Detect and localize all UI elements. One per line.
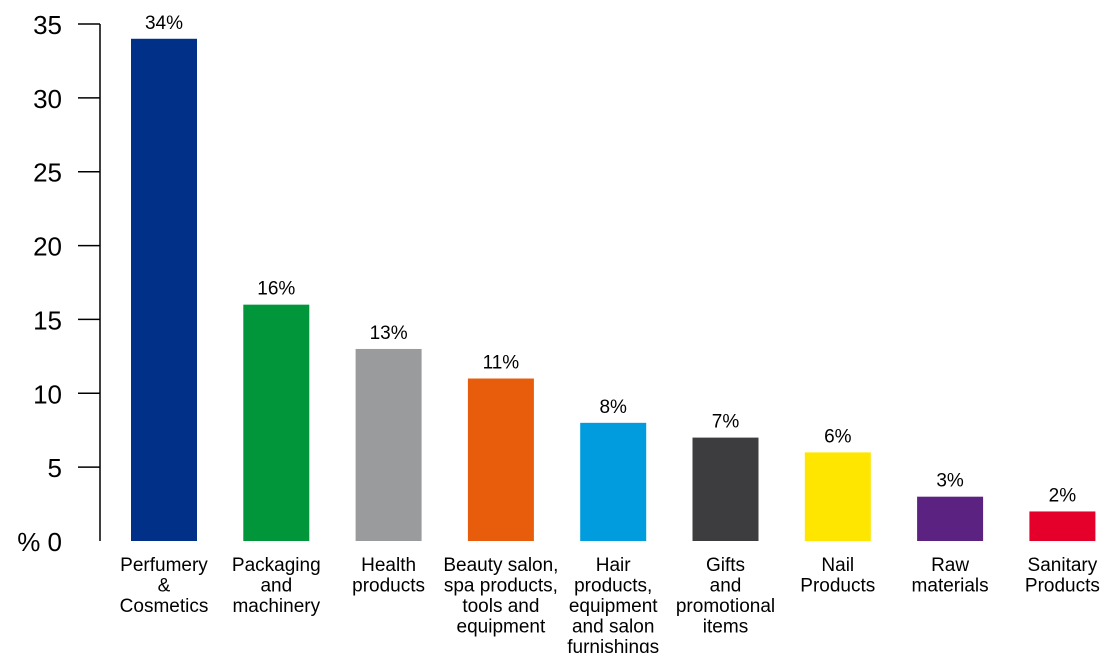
bar (917, 496, 984, 541)
bar-value-label: 13% (370, 323, 408, 344)
bar-value-label: 2% (1049, 485, 1077, 506)
bar-value-label: 8% (599, 397, 627, 418)
category-label: Raw materials (912, 555, 989, 597)
y-tick-label: 5 (48, 453, 62, 483)
bar (804, 452, 871, 541)
category-label: Hair products, equipment and salon furnishin… (567, 555, 659, 653)
y-tick-label: % 0 (17, 527, 62, 557)
bar-value-label: 16% (257, 279, 295, 300)
bar-value-label: 3% (936, 471, 964, 492)
bar-value-label: 7% (712, 412, 740, 433)
bar (467, 378, 534, 541)
category-label: Perfumery & Cosmetics (120, 555, 209, 617)
bar-value-label: 34% (145, 13, 183, 34)
y-tick-label: 20 (33, 232, 62, 262)
data-labels-group: 34% 16% 13% 11% 8% 7% 6% 3% 2% (145, 13, 1076, 507)
bars-group (131, 38, 1096, 542)
bar (580, 422, 647, 541)
y-tick-label: 10 (33, 379, 62, 409)
y-tick-label: 25 (33, 158, 62, 188)
category-label: Nail Products (800, 555, 875, 597)
bar (131, 38, 197, 542)
category-label: Sanitary Products (1025, 555, 1100, 597)
bar-value-label: 11% (483, 353, 520, 374)
y-tick-label: 15 (33, 305, 62, 335)
category-label: Packaging and machinery (232, 555, 321, 617)
category-label: Health products (352, 555, 425, 597)
bar (692, 437, 759, 541)
bar-value-label: 6% (824, 426, 852, 447)
bar (355, 348, 422, 541)
y-axis-ticks: % 0 5 10 15 20 25 30 35 (17, 10, 100, 557)
category-labels-group: Perfumery & Cosmetics Packaging and machinery… (120, 555, 1100, 653)
y-tick-label: 35 (33, 10, 62, 40)
y-tick-label: 30 (33, 84, 62, 114)
category-label: Gifts and promotional items (676, 555, 775, 638)
bar (1029, 511, 1096, 541)
bar (243, 304, 310, 541)
category-label: Beauty salon, spa products, tools and equip… (443, 555, 558, 638)
